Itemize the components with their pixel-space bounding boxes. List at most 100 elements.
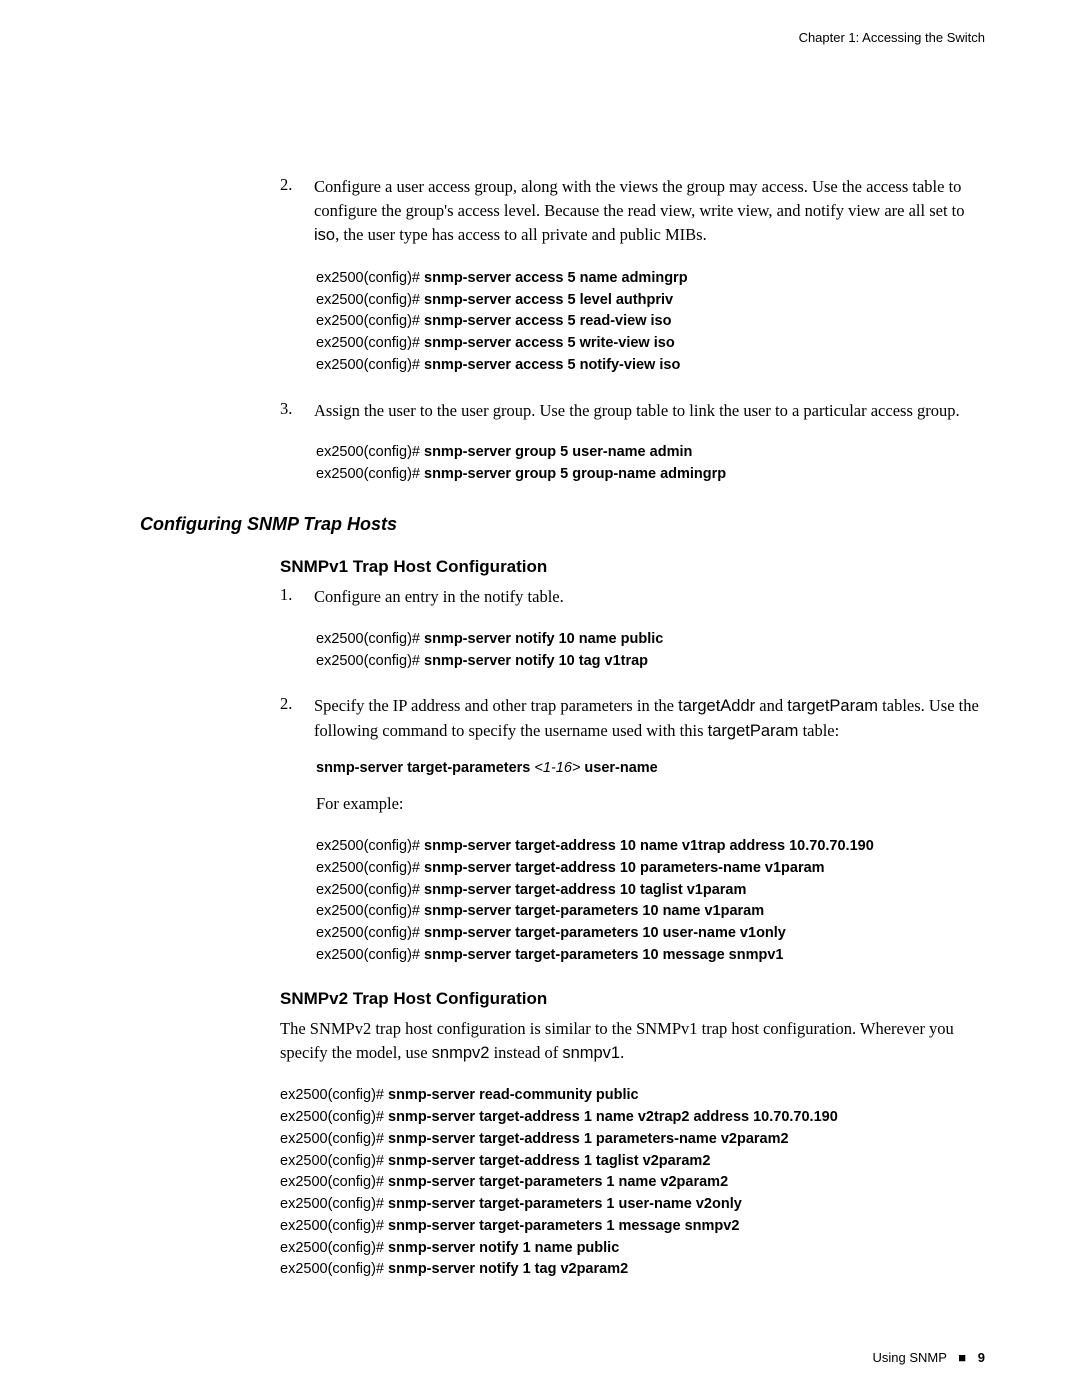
for-example: For example: xyxy=(316,792,985,816)
code-command: snmp-server notify 10 tag v1trap xyxy=(424,653,648,669)
code-prompt: ex2500(config)# xyxy=(316,903,424,919)
code-prompt: ex2500(config)# xyxy=(280,1218,388,1234)
inline-code: targetParam xyxy=(787,697,878,715)
cmd-param: <1-16> xyxy=(534,760,584,776)
code-block-3: ex2500(config)# snmp-server notify 10 na… xyxy=(316,629,985,673)
step-number: 1. xyxy=(280,585,314,609)
code-prompt: ex2500(config)# xyxy=(280,1261,388,1277)
code-line: ex2500(config)# snmp-server access 5 lev… xyxy=(316,290,985,312)
text-run: instead of xyxy=(489,1043,562,1062)
text-run: table: xyxy=(798,721,839,740)
code-line: ex2500(config)# snmp-server notify 1 tag… xyxy=(280,1259,985,1281)
code-prompt: ex2500(config)# xyxy=(280,1153,388,1169)
step-text: Configure a user access group, along wit… xyxy=(314,175,985,248)
code-command: snmp-server target-parameters 10 user-na… xyxy=(424,925,786,941)
step-number: 3. xyxy=(280,399,314,423)
code-prompt: ex2500(config)# xyxy=(280,1240,388,1256)
step-text: Assign the user to the user group. Use t… xyxy=(314,399,960,423)
code-prompt: ex2500(config)# xyxy=(316,313,424,329)
code-prompt: ex2500(config)# xyxy=(280,1087,388,1103)
v1-step-1: 1. Configure an entry in the notify tabl… xyxy=(280,585,985,609)
cmd-name: snmp-server target-parameters xyxy=(316,760,534,776)
code-line: ex2500(config)# snmp-server target-addre… xyxy=(316,836,985,858)
code-prompt: ex2500(config)# xyxy=(316,653,424,669)
code-line: ex2500(config)# snmp-server target-addre… xyxy=(280,1107,985,1129)
code-line: ex2500(config)# snmp-server target-param… xyxy=(280,1194,985,1216)
text-run: . xyxy=(620,1043,624,1062)
code-line: ex2500(config)# snmp-server target-param… xyxy=(280,1172,985,1194)
code-line: ex2500(config)# snmp-server target-addre… xyxy=(280,1129,985,1151)
code-line: ex2500(config)# snmp-server target-addre… xyxy=(316,880,985,902)
code-line: ex2500(config)# snmp-server target-param… xyxy=(316,901,985,923)
inline-code: targetParam xyxy=(708,722,799,740)
text-run: and xyxy=(755,696,787,715)
code-prompt: ex2500(config)# xyxy=(316,947,424,963)
subsection-heading-v2: SNMPv2 Trap Host Configuration xyxy=(280,989,985,1009)
code-prompt: ex2500(config)# xyxy=(316,357,424,373)
section-heading: Configuring SNMP Trap Hosts xyxy=(140,514,985,535)
step-text: Configure an entry in the notify table. xyxy=(314,585,564,609)
code-prompt: ex2500(config)# xyxy=(316,292,424,308)
code-line: ex2500(config)# snmp-server target-param… xyxy=(280,1216,985,1238)
code-line: ex2500(config)# snmp-server notify 10 na… xyxy=(316,629,985,651)
text-run: , the user type has access to all privat… xyxy=(335,225,707,244)
code-command: snmp-server target-address 1 taglist v2p… xyxy=(388,1153,710,1169)
code-prompt: ex2500(config)# xyxy=(316,631,424,647)
code-block-2: ex2500(config)# snmp-server group 5 user… xyxy=(316,442,985,486)
main-content: 2. Configure a user access group, along … xyxy=(280,175,985,1281)
subsection-heading-v1: SNMPv1 Trap Host Configuration xyxy=(280,557,985,577)
code-prompt: ex2500(config)# xyxy=(316,925,424,941)
code-command: snmp-server group 5 user-name admin xyxy=(424,444,692,460)
code-line: ex2500(config)# snmp-server target-addre… xyxy=(316,858,985,880)
step-number: 2. xyxy=(280,175,314,248)
code-line: ex2500(config)# snmp-server notify 10 ta… xyxy=(316,651,985,673)
code-prompt: ex2500(config)# xyxy=(316,860,424,876)
code-prompt: ex2500(config)# xyxy=(316,838,424,854)
code-line: ex2500(config)# snmp-server group 5 user… xyxy=(316,442,985,464)
code-command: snmp-server read-community public xyxy=(388,1087,639,1103)
code-prompt: ex2500(config)# xyxy=(316,466,424,482)
code-line: ex2500(config)# snmp-server access 5 rea… xyxy=(316,311,985,333)
code-prompt: ex2500(config)# xyxy=(280,1109,388,1125)
page-number: 9 xyxy=(978,1350,985,1365)
code-prompt: ex2500(config)# xyxy=(280,1131,388,1147)
code-command: snmp-server target-address 1 name v2trap… xyxy=(388,1109,838,1125)
code-line: ex2500(config)# snmp-server target-param… xyxy=(316,923,985,945)
inline-code: snmpv1 xyxy=(562,1044,620,1062)
code-prompt: ex2500(config)# xyxy=(316,882,424,898)
code-prompt: ex2500(config)# xyxy=(316,444,424,460)
code-command: snmp-server notify 1 tag v2param2 xyxy=(388,1261,628,1277)
code-command: snmp-server target-address 10 name v1tra… xyxy=(424,838,874,854)
code-command: snmp-server target-address 10 parameters… xyxy=(424,860,825,876)
code-command: snmp-server access 5 notify-view iso xyxy=(424,357,680,373)
code-line: ex2500(config)# snmp-server target-addre… xyxy=(280,1151,985,1173)
step-2: 2. Configure a user access group, along … xyxy=(280,175,985,248)
chapter-header: Chapter 1: Accessing the Switch xyxy=(140,30,985,45)
code-command: snmp-server group 5 group-name admingrp xyxy=(424,466,726,482)
code-command: snmp-server notify 10 name public xyxy=(424,631,663,647)
code-command: snmp-server access 5 read-view iso xyxy=(424,313,671,329)
code-command: snmp-server target-parameters 1 name v2p… xyxy=(388,1174,728,1190)
code-prompt: ex2500(config)# xyxy=(280,1174,388,1190)
footer-marker: ■ xyxy=(958,1350,966,1365)
inline-code: iso xyxy=(314,226,335,244)
command-syntax: snmp-server target-parameters <1-16> use… xyxy=(316,760,985,776)
code-command: snmp-server target-address 1 parameters-… xyxy=(388,1131,789,1147)
code-line: ex2500(config)# snmp-server access 5 wri… xyxy=(316,333,985,355)
code-command: snmp-server access 5 name admingrp xyxy=(424,270,688,286)
code-command: snmp-server target-parameters 10 name v1… xyxy=(424,903,764,919)
code-line: ex2500(config)# snmp-server access 5 not… xyxy=(316,355,985,377)
code-line: ex2500(config)# snmp-server notify 1 nam… xyxy=(280,1238,985,1260)
code-command: snmp-server access 5 level authpriv xyxy=(424,292,673,308)
code-prompt: ex2500(config)# xyxy=(316,335,424,351)
footer-text: Using SNMP xyxy=(872,1350,946,1365)
code-command: snmp-server target-address 10 taglist v1… xyxy=(424,882,746,898)
code-command: snmp-server notify 1 name public xyxy=(388,1240,619,1256)
v2-intro: The SNMPv2 trap host configuration is si… xyxy=(280,1017,985,1066)
code-line: ex2500(config)# snmp-server access 5 nam… xyxy=(316,268,985,290)
v1-step-2: 2. Specify the IP address and other trap… xyxy=(280,694,985,744)
text-run: Specify the IP address and other trap pa… xyxy=(314,696,678,715)
code-command: snmp-server target-parameters 10 message… xyxy=(424,947,783,963)
step-text: Specify the IP address and other trap pa… xyxy=(314,694,985,744)
code-prompt: ex2500(config)# xyxy=(280,1196,388,1212)
